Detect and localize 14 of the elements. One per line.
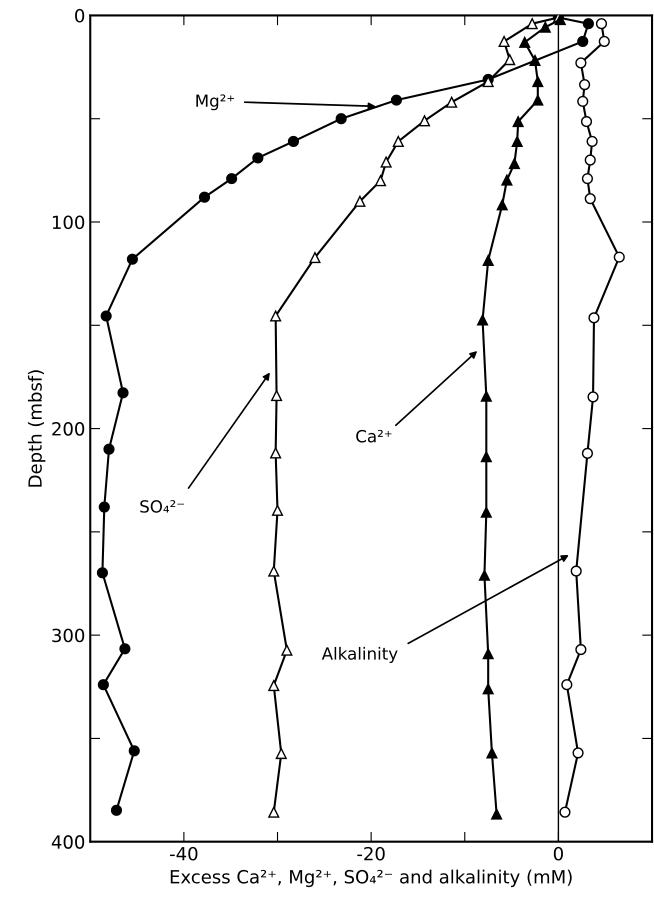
y-axis-title: Depth (mbsf) bbox=[28, 370, 46, 487]
x-tick-label: -20 bbox=[357, 846, 385, 861]
annotation: Ca²⁺ bbox=[356, 430, 392, 442]
y-tick-label: 400 bbox=[52, 835, 84, 849]
x-axis-title: Excess Ca²⁺, Mg²⁺, SO₄²⁻ and alkalinity (mM) bbox=[170, 870, 572, 888]
annotation: SO₄²⁻ bbox=[140, 500, 184, 513]
annotation: Mg²⁺ bbox=[196, 94, 234, 110]
y-tick-label: 0 bbox=[75, 8, 84, 23]
annotation: Alkalinity bbox=[322, 646, 398, 664]
y-tick-label: 300 bbox=[52, 628, 84, 642]
y-tick-label: 200 bbox=[52, 422, 84, 436]
y-tick-label: 100 bbox=[52, 215, 84, 230]
x-tick-label: -40 bbox=[170, 846, 198, 861]
x-tick-label: 0 bbox=[554, 846, 563, 861]
